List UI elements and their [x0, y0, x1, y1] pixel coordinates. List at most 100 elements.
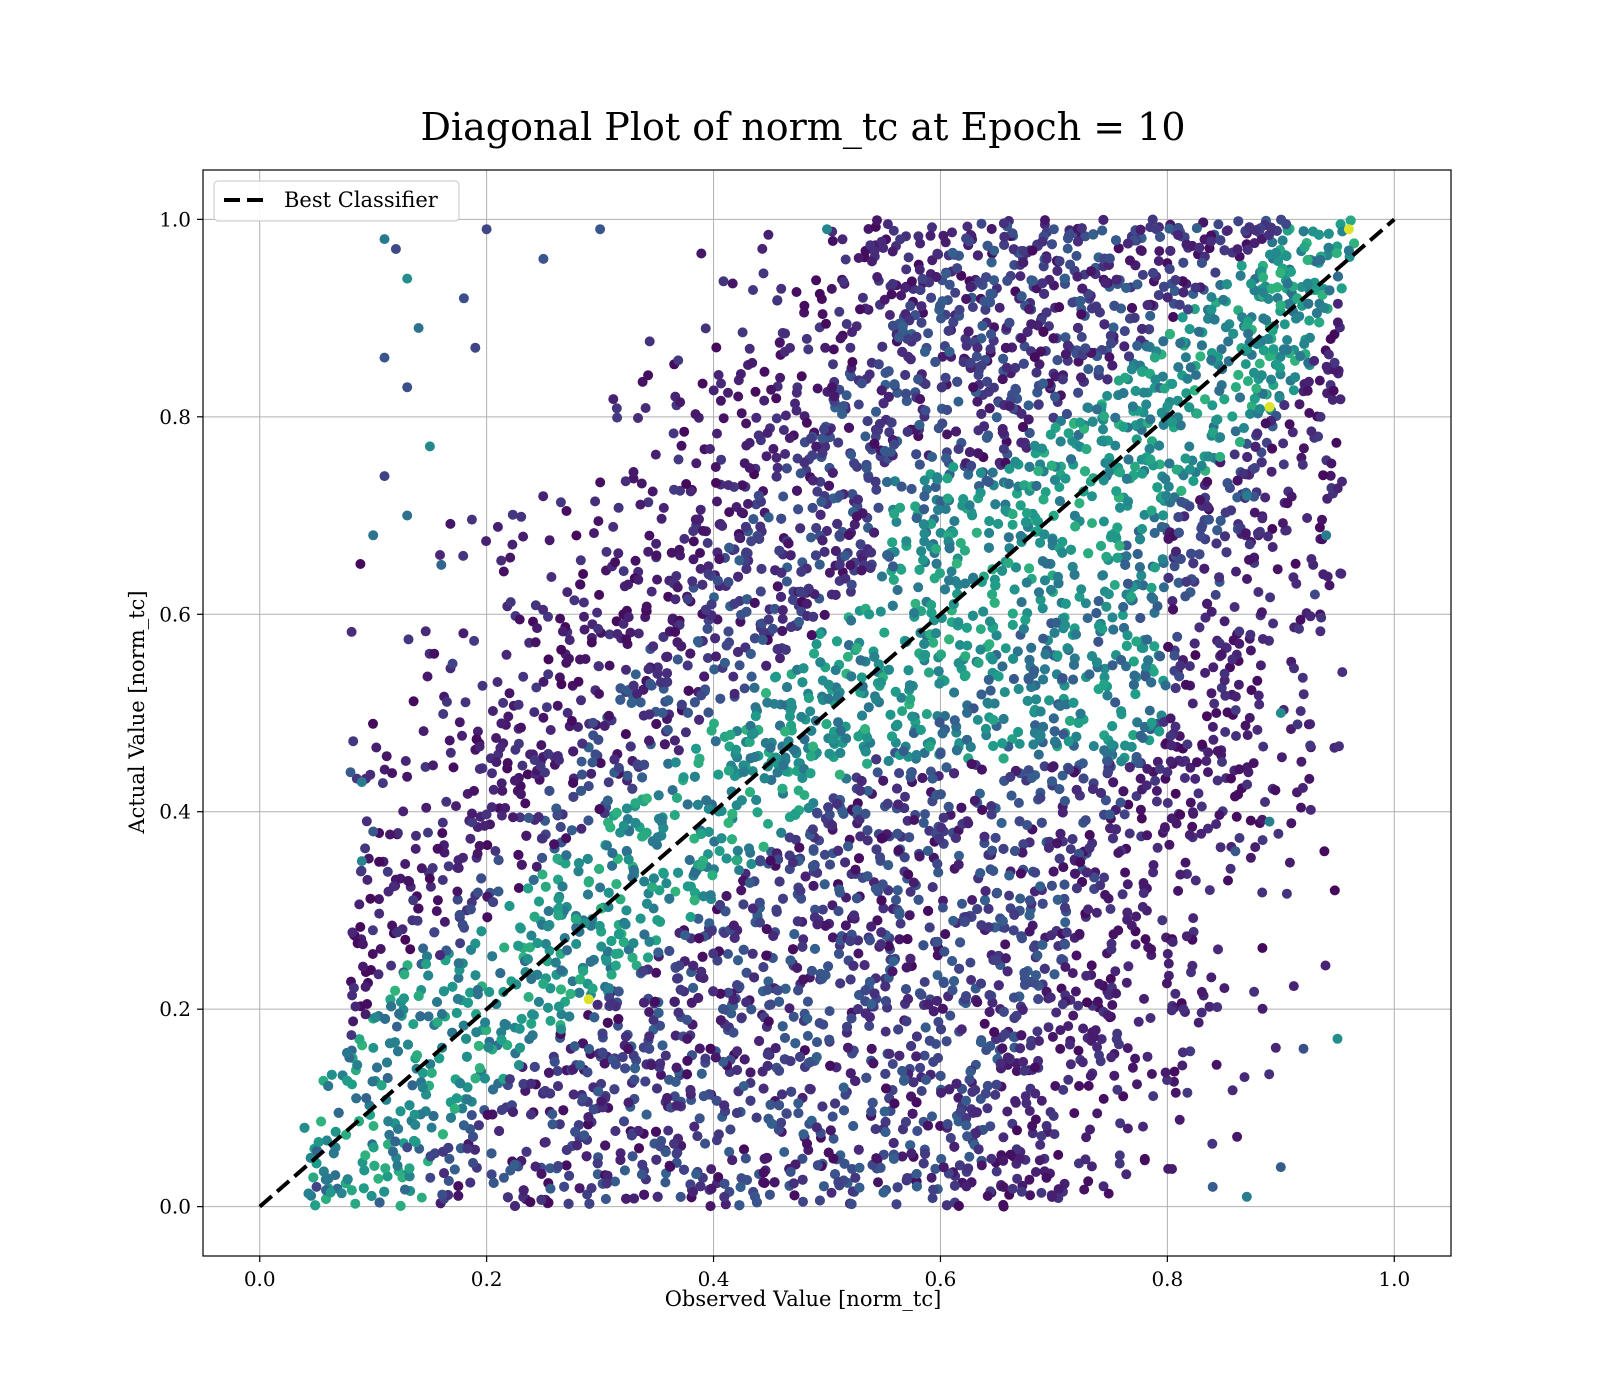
scatter-point [453, 973, 464, 983]
scatter-point [1000, 939, 1011, 950]
scatter-point [1014, 738, 1025, 749]
scatter-point [1137, 269, 1148, 280]
scatter-point [1074, 591, 1085, 602]
chart-title: Diagonal Plot of norm_tc at Epoch = 10 [420, 105, 1185, 150]
scatter-point [777, 613, 788, 624]
scatter-point [806, 532, 816, 543]
scatter-point [1000, 643, 1011, 654]
scatter-point [1087, 491, 1097, 502]
scatter-point [905, 886, 916, 897]
scatter-point [946, 566, 957, 577]
scatter-point [472, 887, 483, 898]
scatter-point [966, 975, 977, 985]
scatter-point [964, 1151, 975, 1162]
scatter-point [739, 683, 750, 694]
scatter-point [871, 484, 882, 495]
scatter-point [1065, 844, 1076, 855]
scatter-point [1123, 799, 1134, 810]
scatter-point [967, 302, 978, 313]
scatter-point [1154, 246, 1165, 257]
scatter-point [957, 898, 967, 909]
scatter-point [887, 1059, 898, 1069]
scatter-point [919, 1050, 930, 1061]
scatter-point [603, 777, 614, 788]
scatter-point [1097, 570, 1108, 581]
scatter-point [661, 878, 672, 889]
scatter-point [702, 653, 713, 663]
scatter-point [728, 671, 739, 682]
scatter-point [948, 915, 959, 926]
scatter-point [368, 1042, 379, 1053]
scatter-point [994, 302, 1005, 313]
scatter-point [1007, 519, 1018, 530]
scatter-point [936, 313, 946, 324]
scatter-point [1082, 613, 1093, 624]
scatter-point [1191, 370, 1201, 380]
scatter-point [391, 1021, 402, 1032]
scatter-point [1110, 440, 1121, 451]
scatter-point [937, 902, 948, 913]
scatter-point [1169, 561, 1180, 572]
scatter-point [1060, 917, 1071, 928]
scatter-point [1119, 809, 1130, 820]
scatter-point [1013, 797, 1024, 808]
scatter-point [954, 850, 964, 861]
scatter-point [805, 706, 816, 717]
scatter-point [1067, 436, 1078, 446]
scatter-point [1015, 271, 1026, 282]
scatter-point [1071, 250, 1082, 261]
scatter-point [935, 527, 946, 538]
scatter-point [425, 1172, 436, 1183]
scatter-point [631, 960, 642, 971]
scatter-point [938, 895, 948, 906]
scatter-point [1087, 518, 1097, 529]
scatter-point [927, 1193, 938, 1204]
scatter-point [990, 1089, 1001, 1100]
scatter-point [928, 637, 939, 648]
scatter-point [498, 1172, 509, 1183]
scatter-point [1130, 461, 1140, 472]
scatter-point [798, 934, 809, 945]
scatter-point [864, 1021, 875, 1031]
scatter-point [1109, 580, 1120, 590]
scatter-point [775, 653, 785, 664]
scatter-point [703, 561, 714, 572]
scatter-point [1117, 610, 1128, 621]
scatter-point [336, 1188, 347, 1199]
plot-area [202, 169, 1452, 1257]
scatter-point [880, 1026, 891, 1037]
scatter-point [1011, 1066, 1022, 1077]
scatter-point [1004, 890, 1015, 901]
scatter-point [860, 431, 871, 442]
scatter-point [706, 1164, 717, 1175]
scatter-point [1288, 385, 1299, 396]
scatter-point [972, 714, 983, 725]
scatter-point [967, 895, 978, 905]
scatter-point [741, 997, 752, 1008]
scatter-point [1282, 335, 1293, 345]
scatter-point [965, 957, 976, 968]
scatter-point [979, 1018, 990, 1029]
scatter-point [1180, 352, 1191, 363]
scatter-point [1229, 449, 1240, 460]
scatter-point [942, 429, 953, 440]
scatter-point [644, 1007, 655, 1017]
scatter-point [1206, 292, 1217, 303]
scatter-point [596, 1078, 607, 1089]
scatter-point [953, 1116, 964, 1127]
scatter-point [808, 844, 819, 855]
scatter-point [997, 1043, 1008, 1054]
scatter-point [630, 669, 641, 680]
scatter-point [923, 328, 934, 339]
scatter-point [763, 976, 774, 987]
scatter-point [897, 706, 908, 717]
scatter-point [531, 861, 542, 872]
scatter-point [891, 517, 902, 527]
scatter-point [586, 768, 597, 779]
scatter-point [729, 688, 740, 699]
scatter-point [384, 1129, 395, 1140]
scatter-point [1279, 319, 1290, 330]
scatter-point [1213, 219, 1224, 230]
scatter-point [576, 756, 587, 767]
scatter-point [913, 582, 924, 593]
